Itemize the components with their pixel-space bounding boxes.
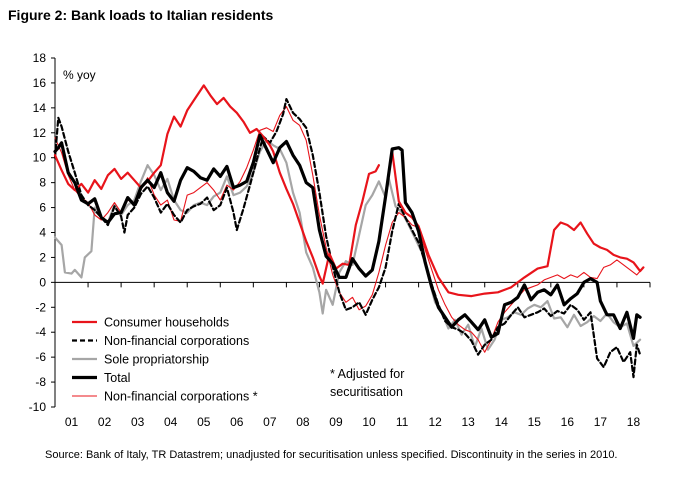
legend: Consumer households Non-financial corpora… xyxy=(72,316,258,404)
y-tick-label: -6 xyxy=(35,350,46,364)
series-line-consumer-households xyxy=(391,150,645,298)
y-tick-label: 12 xyxy=(33,126,47,140)
y-tick-label: 14 xyxy=(33,101,47,115)
x-tick-label: 05 xyxy=(197,415,211,429)
chart-title: Figure 2: Bank loads to Italian resident… xyxy=(8,7,274,23)
x-tick-label: 04 xyxy=(164,415,178,429)
x-tick-label: 08 xyxy=(296,415,310,429)
series-line-non-financial-corporations xyxy=(53,98,642,379)
y-tick-label: 16 xyxy=(33,76,47,90)
y-tick-label: -4 xyxy=(35,325,46,339)
y-tick-label: 8 xyxy=(39,176,46,190)
y-tick-label: 4 xyxy=(39,226,46,240)
series-lines xyxy=(53,84,645,379)
x-tick-label: 17 xyxy=(594,415,608,429)
y-tick-label: -8 xyxy=(35,375,46,389)
series-line-consumer-households xyxy=(53,84,380,285)
x-tick-label: 02 xyxy=(98,415,112,429)
x-tick-label: 07 xyxy=(263,415,277,429)
legend-label: Total xyxy=(104,371,130,385)
y-tick-label: 18 xyxy=(33,51,47,65)
annotation-line-2: securitisation xyxy=(330,385,403,399)
y-tick-label: 10 xyxy=(33,151,47,165)
legend-label: Sole propriatorship xyxy=(104,353,209,367)
y-axis-label: % yoy xyxy=(63,68,96,82)
x-tick-label: 13 xyxy=(462,415,476,429)
x-tick-label: 18 xyxy=(627,415,641,429)
x-tick-label: 16 xyxy=(561,415,575,429)
y-tick-label: -10 xyxy=(29,400,47,414)
x-tick-label: 10 xyxy=(362,415,376,429)
series-line-non-financial-corporations xyxy=(54,106,641,353)
legend-label: Non-financial corporations * xyxy=(104,390,258,404)
x-tick-label: 12 xyxy=(428,415,442,429)
y-tick-label: -2 xyxy=(35,300,46,314)
y-tick-label: 6 xyxy=(39,201,46,215)
x-tick-label: 11 xyxy=(396,415,409,429)
y-tick-label: 0 xyxy=(39,275,46,289)
y-tick-label: 2 xyxy=(39,250,46,264)
legend-label: Non-financial corporations xyxy=(104,334,249,348)
x-tick-label: 14 xyxy=(495,415,509,429)
series-line-total xyxy=(53,133,642,340)
legend-label: Consumer households xyxy=(104,316,229,330)
x-tick-label: 03 xyxy=(131,415,145,429)
source-note: Source: Bank of Italy, TR Datastrem; una… xyxy=(45,449,618,461)
series-line-sole-propriatorship xyxy=(53,139,642,351)
x-tick-label: 15 xyxy=(528,415,542,429)
x-tick-label: 06 xyxy=(230,415,244,429)
x-tick-label: 09 xyxy=(329,415,343,429)
x-tick-label: 01 xyxy=(65,415,79,429)
annotation-line-1: * Adjusted for xyxy=(330,367,404,381)
